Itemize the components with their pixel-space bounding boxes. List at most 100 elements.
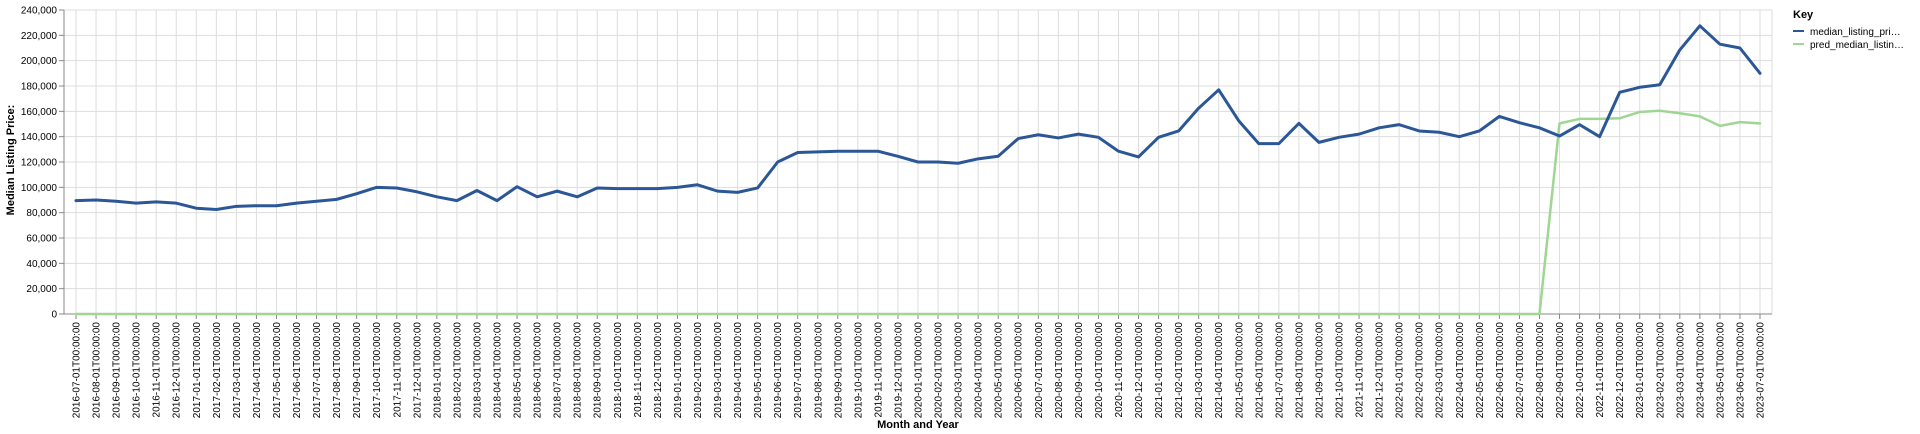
x-tick-label: 2022-10-01T00:00:00 bbox=[1575, 322, 1586, 419]
x-tick-label: 2023-04-01T00:00:00 bbox=[1695, 322, 1706, 419]
x-tick-label: 2016-10-01T00:00:00 bbox=[132, 322, 143, 419]
x-tick-label: 2019-06-01T00:00:00 bbox=[773, 322, 784, 419]
x-tick-label: 2016-08-01T00:00:00 bbox=[92, 322, 103, 419]
x-tick-label: 2021-04-01T00:00:00 bbox=[1214, 322, 1225, 419]
legend-label-median-listing-price: median_listing_pri… bbox=[1810, 27, 1901, 38]
y-axis: 0 20,000 40,000 60,000 80,000 100,000 120,000 1… bbox=[21, 6, 65, 321]
y-axis-title: Median Listing Price: bbox=[5, 105, 17, 216]
x-tick-label: 2017-04-01T00:00:00 bbox=[252, 322, 263, 419]
x-tick-label: 2019-08-01T00:00:00 bbox=[813, 322, 824, 419]
x-tick-label: 2018-01-01T00:00:00 bbox=[432, 322, 443, 419]
x-tick-label: 2021-08-01T00:00:00 bbox=[1294, 322, 1305, 419]
x-tick-label: 2019-01-01T00:00:00 bbox=[673, 322, 684, 419]
y-tick-label: 140,000 bbox=[21, 132, 58, 143]
x-tick-label: 2018-12-01T00:00:00 bbox=[653, 322, 664, 419]
x-tick-label: 2017-10-01T00:00:00 bbox=[372, 322, 383, 419]
x-tick-label: 2020-03-01T00:00:00 bbox=[954, 322, 965, 419]
x-tick-label: 2021-11-01T00:00:00 bbox=[1355, 322, 1366, 418]
x-tick-label: 2022-09-01T00:00:00 bbox=[1555, 322, 1566, 419]
y-tick-label: 0 bbox=[51, 310, 57, 321]
x-tick-label: 2020-05-01T00:00:00 bbox=[994, 322, 1005, 419]
x-tick-label: 2019-07-01T00:00:00 bbox=[793, 322, 804, 419]
x-tick-label: 2019-09-01T00:00:00 bbox=[833, 322, 844, 419]
x-tick-label: 2020-12-01T00:00:00 bbox=[1134, 322, 1145, 419]
x-tick-label: 2016-12-01T00:00:00 bbox=[172, 322, 183, 419]
x-tick-label: 2018-06-01T00:00:00 bbox=[533, 322, 544, 419]
x-tick-label: 2019-02-01T00:00:00 bbox=[693, 322, 704, 419]
x-tick-label: 2021-09-01T00:00:00 bbox=[1314, 322, 1325, 419]
x-tick-label: 2016-07-01T00:00:00 bbox=[72, 322, 83, 419]
x-tick-label: 2019-11-01T00:00:00 bbox=[873, 322, 884, 418]
x-tick-label: 2022-03-01T00:00:00 bbox=[1435, 322, 1446, 419]
x-tick-label: 2022-05-01T00:00:00 bbox=[1475, 322, 1486, 419]
x-tick-label: 2021-06-01T00:00:00 bbox=[1254, 322, 1265, 419]
y-tick-label: 240,000 bbox=[21, 6, 58, 17]
x-tick-label: 2021-05-01T00:00:00 bbox=[1234, 322, 1245, 419]
x-tick-label: 2017-01-01T00:00:00 bbox=[192, 322, 203, 419]
x-tick-label: 2018-09-01T00:00:00 bbox=[593, 322, 604, 419]
x-tick-label: 2017-03-01T00:00:00 bbox=[232, 322, 243, 419]
x-tick-label: 2022-08-01T00:00:00 bbox=[1535, 322, 1546, 419]
y-tick-label: 160,000 bbox=[21, 107, 58, 118]
x-tick-label: 2018-10-01T00:00:00 bbox=[613, 322, 624, 419]
x-tick-label: 2019-05-01T00:00:00 bbox=[753, 322, 764, 419]
x-tick-label: 2023-05-01T00:00:00 bbox=[1715, 322, 1726, 419]
x-tick-label: 2020-10-01T00:00:00 bbox=[1094, 322, 1105, 419]
x-tick-label: 2018-11-01T00:00:00 bbox=[633, 322, 644, 418]
x-tick-label: 2022-06-01T00:00:00 bbox=[1495, 322, 1506, 419]
y-tick-label: 60,000 bbox=[26, 234, 57, 245]
grid-lines bbox=[64, 9, 1773, 315]
x-tick-label: 2020-04-01T00:00:00 bbox=[974, 322, 985, 419]
y-tick-label: 80,000 bbox=[26, 208, 57, 219]
x-tick-label: 2020-08-01T00:00:00 bbox=[1054, 322, 1065, 419]
x-tick-label: 2018-08-01T00:00:00 bbox=[573, 322, 584, 419]
x-tick-label: 2022-12-01T00:00:00 bbox=[1615, 322, 1626, 419]
x-tick-label: 2020-09-01T00:00:00 bbox=[1074, 322, 1085, 419]
x-tick-label: 2016-11-01T00:00:00 bbox=[152, 322, 163, 418]
x-tick-label: 2020-11-01T00:00:00 bbox=[1114, 322, 1125, 418]
x-tick-label: 2021-10-01T00:00:00 bbox=[1335, 322, 1346, 419]
x-tick-label: 2023-01-01T00:00:00 bbox=[1635, 322, 1646, 419]
x-tick-label: 2022-04-01T00:00:00 bbox=[1455, 322, 1466, 419]
x-tick-label: 2022-11-01T00:00:00 bbox=[1595, 322, 1606, 418]
x-tick-label: 2017-02-01T00:00:00 bbox=[212, 322, 223, 419]
x-tick-label: 2020-07-01T00:00:00 bbox=[1034, 322, 1045, 419]
x-tick-label: 2020-02-01T00:00:00 bbox=[934, 322, 945, 419]
x-tick-label: 2017-08-01T00:00:00 bbox=[332, 322, 343, 419]
x-tick-label: 2023-07-01T00:00:00 bbox=[1756, 322, 1767, 419]
x-tick-label: 2020-01-01T00:00:00 bbox=[914, 322, 925, 419]
x-tick-label: 2021-01-01T00:00:00 bbox=[1154, 322, 1165, 419]
x-tick-label: 2017-06-01T00:00:00 bbox=[292, 322, 303, 419]
x-tick-label: 2022-07-01T00:00:00 bbox=[1515, 322, 1526, 419]
x-axis: 2016-07-01T00:00:00 2016-08-01T00:00:00 20… bbox=[64, 313, 1772, 419]
x-tick-label: 2021-03-01T00:00:00 bbox=[1194, 322, 1205, 419]
y-tick-label: 40,000 bbox=[26, 259, 57, 270]
y-tick-label: 100,000 bbox=[21, 183, 58, 194]
x-tick-label: 2023-06-01T00:00:00 bbox=[1735, 322, 1746, 419]
x-tick-label: 2018-02-01T00:00:00 bbox=[452, 322, 463, 419]
y-tick-label: 120,000 bbox=[21, 158, 58, 169]
x-tick-label: 2021-02-01T00:00:00 bbox=[1174, 322, 1185, 419]
legend-label-pred-median-listing-price: pred_median_listin… bbox=[1810, 40, 1904, 51]
x-tick-label: 2023-02-01T00:00:00 bbox=[1655, 322, 1666, 419]
x-tick-label: 2017-07-01T00:00:00 bbox=[312, 322, 323, 419]
x-tick-label: 2018-07-01T00:00:00 bbox=[553, 322, 564, 419]
series-line-median-listing-price bbox=[74, 24, 1762, 211]
legend-title: Key bbox=[1793, 9, 1814, 21]
x-tick-label: 2023-03-01T00:00:00 bbox=[1675, 322, 1686, 419]
x-tick-label: 2018-05-01T00:00:00 bbox=[513, 322, 524, 419]
plot-area bbox=[74, 24, 1762, 316]
x-tick-label: 2018-04-01T00:00:00 bbox=[493, 322, 504, 419]
x-tick-label: 2017-11-01T00:00:00 bbox=[392, 322, 403, 418]
x-tick-label: 2021-07-01T00:00:00 bbox=[1274, 322, 1285, 419]
x-tick-label: 2019-12-01T00:00:00 bbox=[893, 322, 904, 419]
legend: Key median_listing_pri… pred_median_list… bbox=[1793, 9, 1904, 51]
x-tick-label: 2017-12-01T00:00:00 bbox=[412, 322, 423, 419]
x-tick-label: 2019-03-01T00:00:00 bbox=[713, 322, 724, 419]
x-tick-label: 2022-01-01T00:00:00 bbox=[1395, 322, 1406, 419]
y-tick-label: 20,000 bbox=[26, 284, 57, 295]
x-tick-label: 2017-05-01T00:00:00 bbox=[272, 322, 283, 419]
y-tick-label: 220,000 bbox=[21, 31, 58, 42]
x-tick-label: 2019-10-01T00:00:00 bbox=[853, 322, 864, 419]
